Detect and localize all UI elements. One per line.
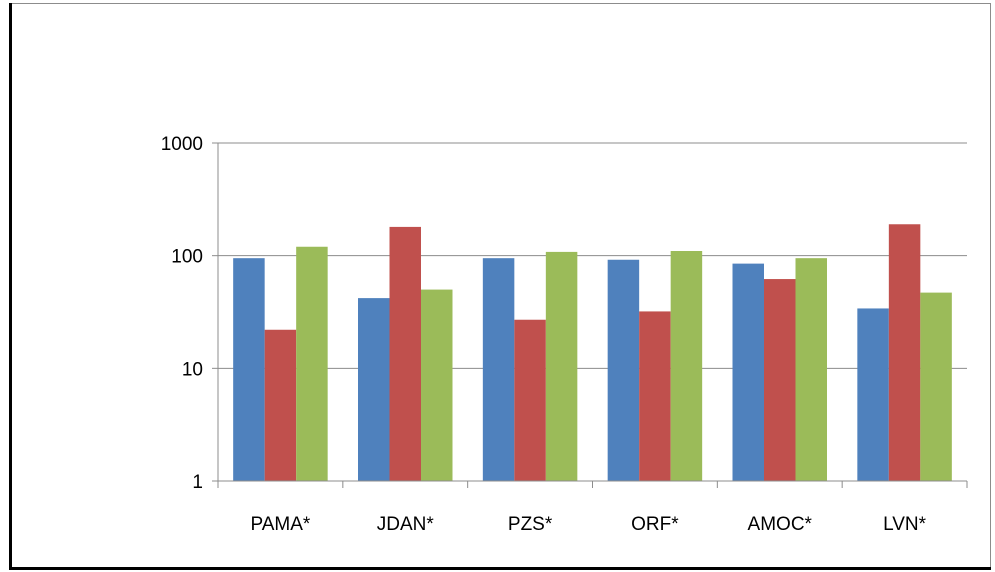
bar [296, 246, 328, 481]
bar [670, 251, 703, 481]
x-tick-label: ORF* [631, 514, 679, 535]
bar [482, 258, 515, 481]
x-tick-label: JDAN* [377, 514, 435, 535]
bars [233, 224, 952, 481]
y-tick-label: 100 [171, 247, 203, 268]
x-tick-label: AMOC* [748, 514, 813, 535]
x-tick-label: LVN* [883, 514, 927, 535]
tick-labels: 1 10 100 1000 PAMA* JDAN* PZS* ORF* AMOC* LVN* [161, 134, 927, 535]
bar [732, 263, 764, 481]
y-tick-label: 1000 [161, 134, 203, 155]
bar [857, 308, 889, 481]
x-tick-label: PZS* [508, 514, 553, 535]
bar [233, 258, 265, 481]
bar [264, 329, 297, 481]
bar [607, 259, 640, 481]
bar [920, 292, 952, 481]
y-tick-label: 10 [182, 359, 203, 380]
bar [421, 289, 453, 481]
x-tick-label: PAMA* [250, 514, 310, 535]
bar [795, 258, 827, 481]
bar [764, 279, 796, 481]
bar [888, 224, 921, 481]
gridlines [218, 142, 967, 369]
frame-left-edge [9, 3, 12, 569]
bar [639, 311, 671, 481]
bar [545, 251, 578, 481]
bar [389, 226, 421, 481]
frame-bottom-edge [9, 567, 991, 570]
axes [212, 142, 968, 488]
bar [514, 319, 546, 481]
bar [358, 298, 390, 481]
y-tick-label: 1 [192, 472, 203, 493]
